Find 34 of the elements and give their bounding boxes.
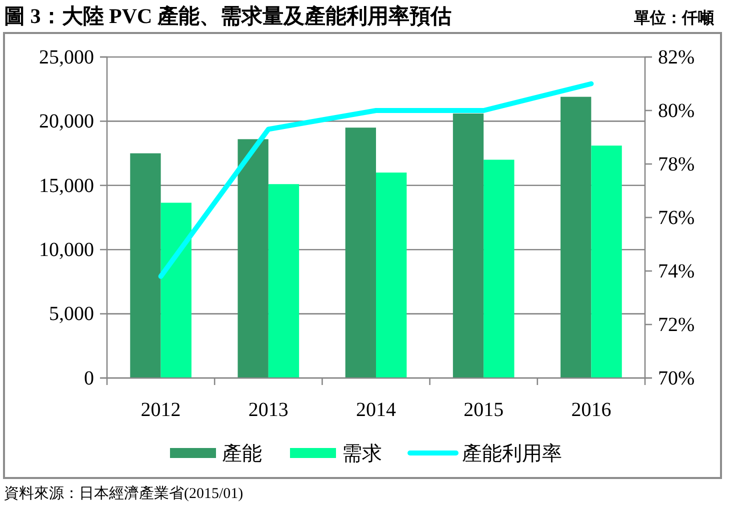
bar — [238, 139, 268, 378]
x-tick-label: 2013 — [248, 399, 288, 422]
legend-label: 產能利用率 — [462, 441, 562, 465]
y2-tick-label: 82% — [658, 46, 695, 68]
y-tick-label: 0 — [84, 367, 94, 390]
bar — [345, 128, 376, 378]
legend-label: 需求 — [342, 441, 382, 465]
chart-subtitle: 單位：仟噸 — [633, 9, 715, 27]
bar — [452, 113, 484, 378]
y-tick-label: 15,000 — [39, 174, 94, 197]
bar — [484, 160, 514, 378]
x-tick-label: 2012 — [140, 399, 181, 422]
bar — [268, 184, 300, 378]
legend-label: 產能 — [222, 441, 262, 465]
x-tick-label: 2016 — [571, 399, 612, 422]
bar — [376, 172, 407, 378]
y2-tick-label: 74% — [658, 260, 695, 282]
source-note: 資料來源：日本經濟產業省(2015/01) — [4, 485, 244, 502]
y2-tick-label: 78% — [658, 153, 695, 176]
y2-tick-label: 72% — [658, 314, 695, 336]
x-tick-label: 2015 — [464, 399, 504, 422]
bar — [130, 153, 161, 378]
y2-tick-label: 80% — [658, 100, 695, 122]
bar — [560, 96, 592, 378]
y-tick-label: 25,000 — [39, 46, 94, 68]
chart-title: 圖 3：大陸 PVC 產能、需求量及產能利用率預估 — [4, 4, 452, 28]
y2-tick-label: 70% — [658, 367, 695, 390]
bar — [591, 146, 622, 378]
y-tick-label: 5,000 — [49, 303, 94, 326]
y-tick-label: 20,000 — [39, 110, 94, 133]
bar — [160, 202, 192, 378]
y2-tick-label: 76% — [658, 206, 695, 229]
y-tick-label: 10,000 — [39, 239, 94, 261]
x-tick-label: 2014 — [356, 399, 396, 422]
